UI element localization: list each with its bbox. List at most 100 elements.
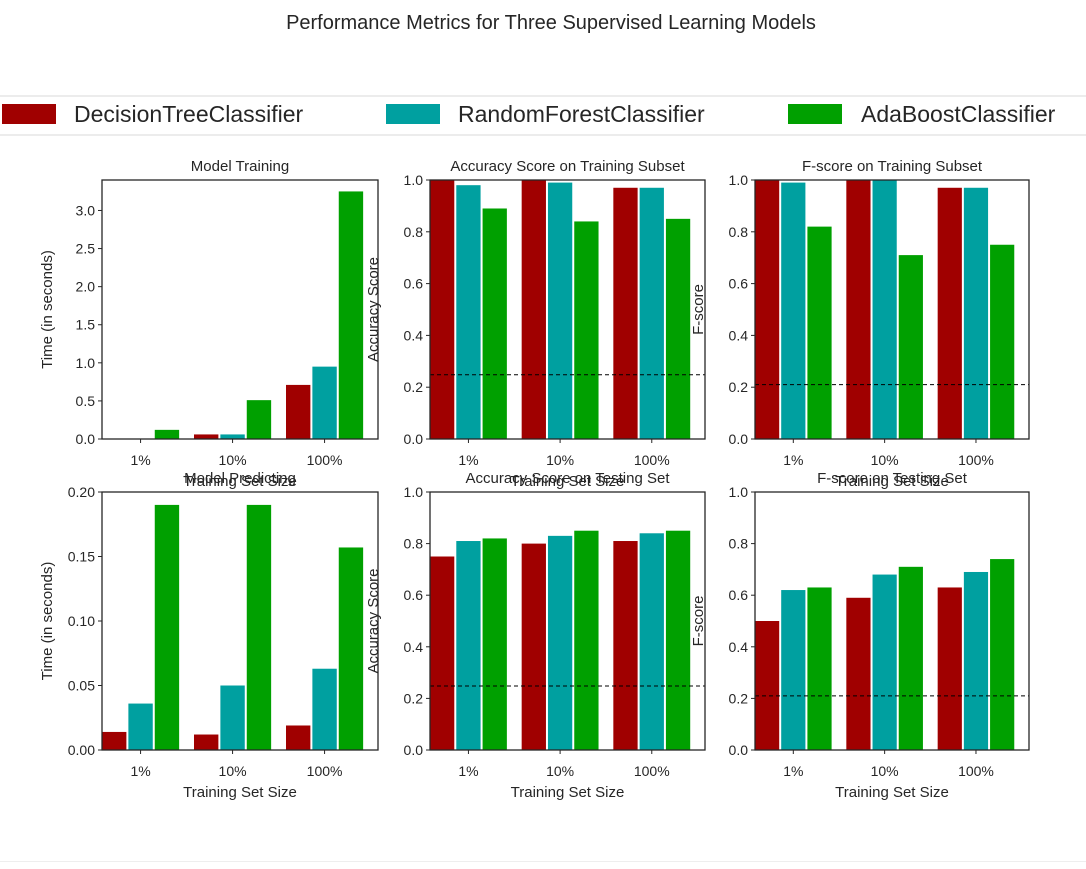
panel-title-p0: Model Training [191, 158, 289, 175]
bar-p0-s0-c2 [286, 384, 311, 439]
xtick-label-p1-2: 100% [634, 452, 670, 468]
bar-p5-s0-c1 [846, 597, 871, 750]
bar-p5-s1-c1 [872, 574, 897, 750]
xtick-label-p5-2: 100% [958, 763, 994, 779]
bar-p4-s1-c1 [547, 535, 573, 750]
bar-p3-s0-c0 [102, 731, 127, 750]
ytick-label-p2-3: 0.6 [729, 276, 749, 292]
legend-swatch-1 [386, 104, 440, 124]
panel-5: 0.0 0.2 0.4 0.6 0.8 1.0 1% 10% 100% F-score on Te… [690, 470, 1030, 801]
ytick-label-p0-2: 1.0 [76, 355, 96, 371]
xtick-label-p2-2: 100% [958, 452, 994, 468]
figure-title: Performance Metrics for Three Supervised… [286, 12, 816, 34]
bar-p1-s1-c0 [456, 185, 481, 439]
bar-p0-s0-c1 [194, 434, 219, 439]
bar-p0-s2-c2 [338, 191, 364, 439]
panel-3: 0.00 0.05 0.10 0.15 0.20 1% 10% 100% Model Predi… [39, 470, 379, 801]
ytick-label-p1-4: 0.8 [404, 224, 424, 240]
bar-p3-s2-c1 [246, 504, 272, 750]
bar-p4-s1-c0 [456, 541, 481, 750]
bar-p5-s0-c2 [937, 587, 962, 750]
xtick-label-p0-2: 100% [307, 452, 343, 468]
axes-frame-p0 [101, 179, 379, 440]
xtick-label-p0-0: 1% [130, 452, 150, 468]
xtick-label-p3-1: 10% [219, 763, 247, 779]
bar-p3-s2-c2 [338, 547, 364, 750]
ytick-label-p5-3: 0.6 [729, 587, 749, 603]
bar-p1-s1-c1 [547, 182, 573, 439]
xtick-label-p2-1: 10% [871, 452, 899, 468]
chart-panels: 0.0 0.5 1.0 1.5 2.0 2.5 3.0 1% 10% 100% Model Trai… [39, 158, 1030, 801]
xtick-label-p4-2: 100% [634, 763, 670, 779]
divider [0, 861, 1086, 862]
bar-p1-s2-c2 [665, 218, 691, 439]
legend-label-0: DecisionTreeClassifier [74, 101, 304, 127]
bar-p0-s1-c1 [220, 434, 245, 439]
xlabel-p5: Training Set Size [835, 784, 949, 801]
ytick-label-p5-4: 0.8 [729, 536, 749, 552]
ytick-label-p5-0: 0.0 [729, 742, 749, 758]
legend-label-1: RandomForestClassifier [458, 101, 705, 127]
bar-p4-s2-c0 [482, 538, 507, 750]
ytick-label-p5-1: 0.2 [729, 690, 749, 706]
bar-p0-s2-c1 [246, 400, 272, 439]
ytick-label-p1-2: 0.4 [404, 327, 424, 343]
xtick-label-p1-0: 1% [458, 452, 478, 468]
ytick-label-p2-5: 1.0 [729, 172, 749, 188]
ytick-label-p4-1: 0.2 [404, 690, 424, 706]
ytick-label-p0-6: 3.0 [76, 202, 96, 218]
bar-p4-s2-c1 [574, 530, 599, 750]
bar-p3-s0-c1 [194, 734, 219, 750]
xlabel-p3: Training Set Size [183, 784, 297, 801]
xlabel-p0: Training Set Size [183, 473, 297, 490]
legend-swatch-2 [788, 104, 842, 124]
bar-p3-s2-c0 [154, 504, 180, 750]
bar-p4-s0-c2 [613, 541, 638, 750]
bar-p4-s0-c1 [521, 543, 546, 750]
ytick-label-p0-4: 2.0 [76, 279, 96, 295]
bar-p2-s0-c2 [937, 187, 962, 439]
ytick-label-p0-5: 2.5 [76, 241, 96, 257]
bar-p1-s0-c1 [521, 180, 546, 439]
ytick-label-p4-2: 0.4 [404, 639, 424, 655]
bar-p2-s0-c0 [755, 180, 780, 439]
bar-p5-s2-c1 [898, 566, 923, 750]
bar-p3-s1-c1 [220, 685, 245, 750]
ytick-label-p1-1: 0.2 [404, 379, 424, 395]
panel-title-p4: Accuracy Score on Testing Set [466, 470, 671, 487]
legend-label-2: AdaBoostClassifier [861, 101, 1056, 127]
panel-4: 0.0 0.2 0.4 0.6 0.8 1.0 1% 10% 100% Accuracy Scor… [365, 470, 706, 801]
ylabel-p4: Accuracy Score [365, 568, 382, 673]
ytick-label-p3-2: 0.10 [68, 613, 95, 629]
ytick-label-p2-0: 0.0 [729, 431, 749, 447]
ytick-label-p1-0: 0.0 [404, 431, 424, 447]
ytick-label-p3-3: 0.15 [68, 549, 95, 565]
bar-p2-s1-c2 [963, 187, 989, 439]
ytick-label-p4-0: 0.0 [404, 742, 424, 758]
ytick-label-p4-3: 0.6 [404, 587, 424, 603]
xlabel-p1: Training Set Size [511, 473, 625, 490]
panel-1: 0.0 0.2 0.4 0.6 0.8 1.0 1% 10% 100% Accuracy Scor… [365, 158, 706, 490]
ylabel-p2: F-score [690, 284, 707, 335]
bar-p1-s0-c2 [613, 187, 638, 439]
bar-p2-s2-c1 [898, 255, 923, 439]
ylabel-p1: Accuracy Score [365, 257, 382, 362]
xtick-label-p0-1: 10% [219, 452, 247, 468]
ylabel-p3: Time (in seconds) [39, 562, 56, 681]
bar-p0-s1-c2 [312, 366, 337, 439]
axes-frame-p4 [429, 491, 706, 751]
ytick-label-p3-0: 0.00 [68, 742, 95, 758]
panel-title-p5: F-score on Testing Set [817, 470, 968, 487]
ytick-label-p1-5: 1.0 [404, 172, 424, 188]
bar-p2-s1-c0 [781, 182, 806, 439]
legend-swatch-0 [2, 104, 56, 124]
bar-p3-s0-c2 [286, 725, 311, 750]
bar-p5-s0-c0 [755, 621, 780, 750]
ytick-label-p2-4: 0.8 [729, 224, 749, 240]
panel-0: 0.0 0.5 1.0 1.5 2.0 2.5 3.0 1% 10% 100% Model Trai… [39, 158, 379, 490]
axes-frame-p5 [754, 491, 1030, 751]
ytick-label-p4-5: 1.0 [404, 484, 424, 500]
ytick-label-p3-4: 0.20 [68, 484, 95, 500]
panel-title-p2: F-score on Training Subset [802, 158, 983, 175]
ytick-label-p1-3: 0.6 [404, 276, 424, 292]
